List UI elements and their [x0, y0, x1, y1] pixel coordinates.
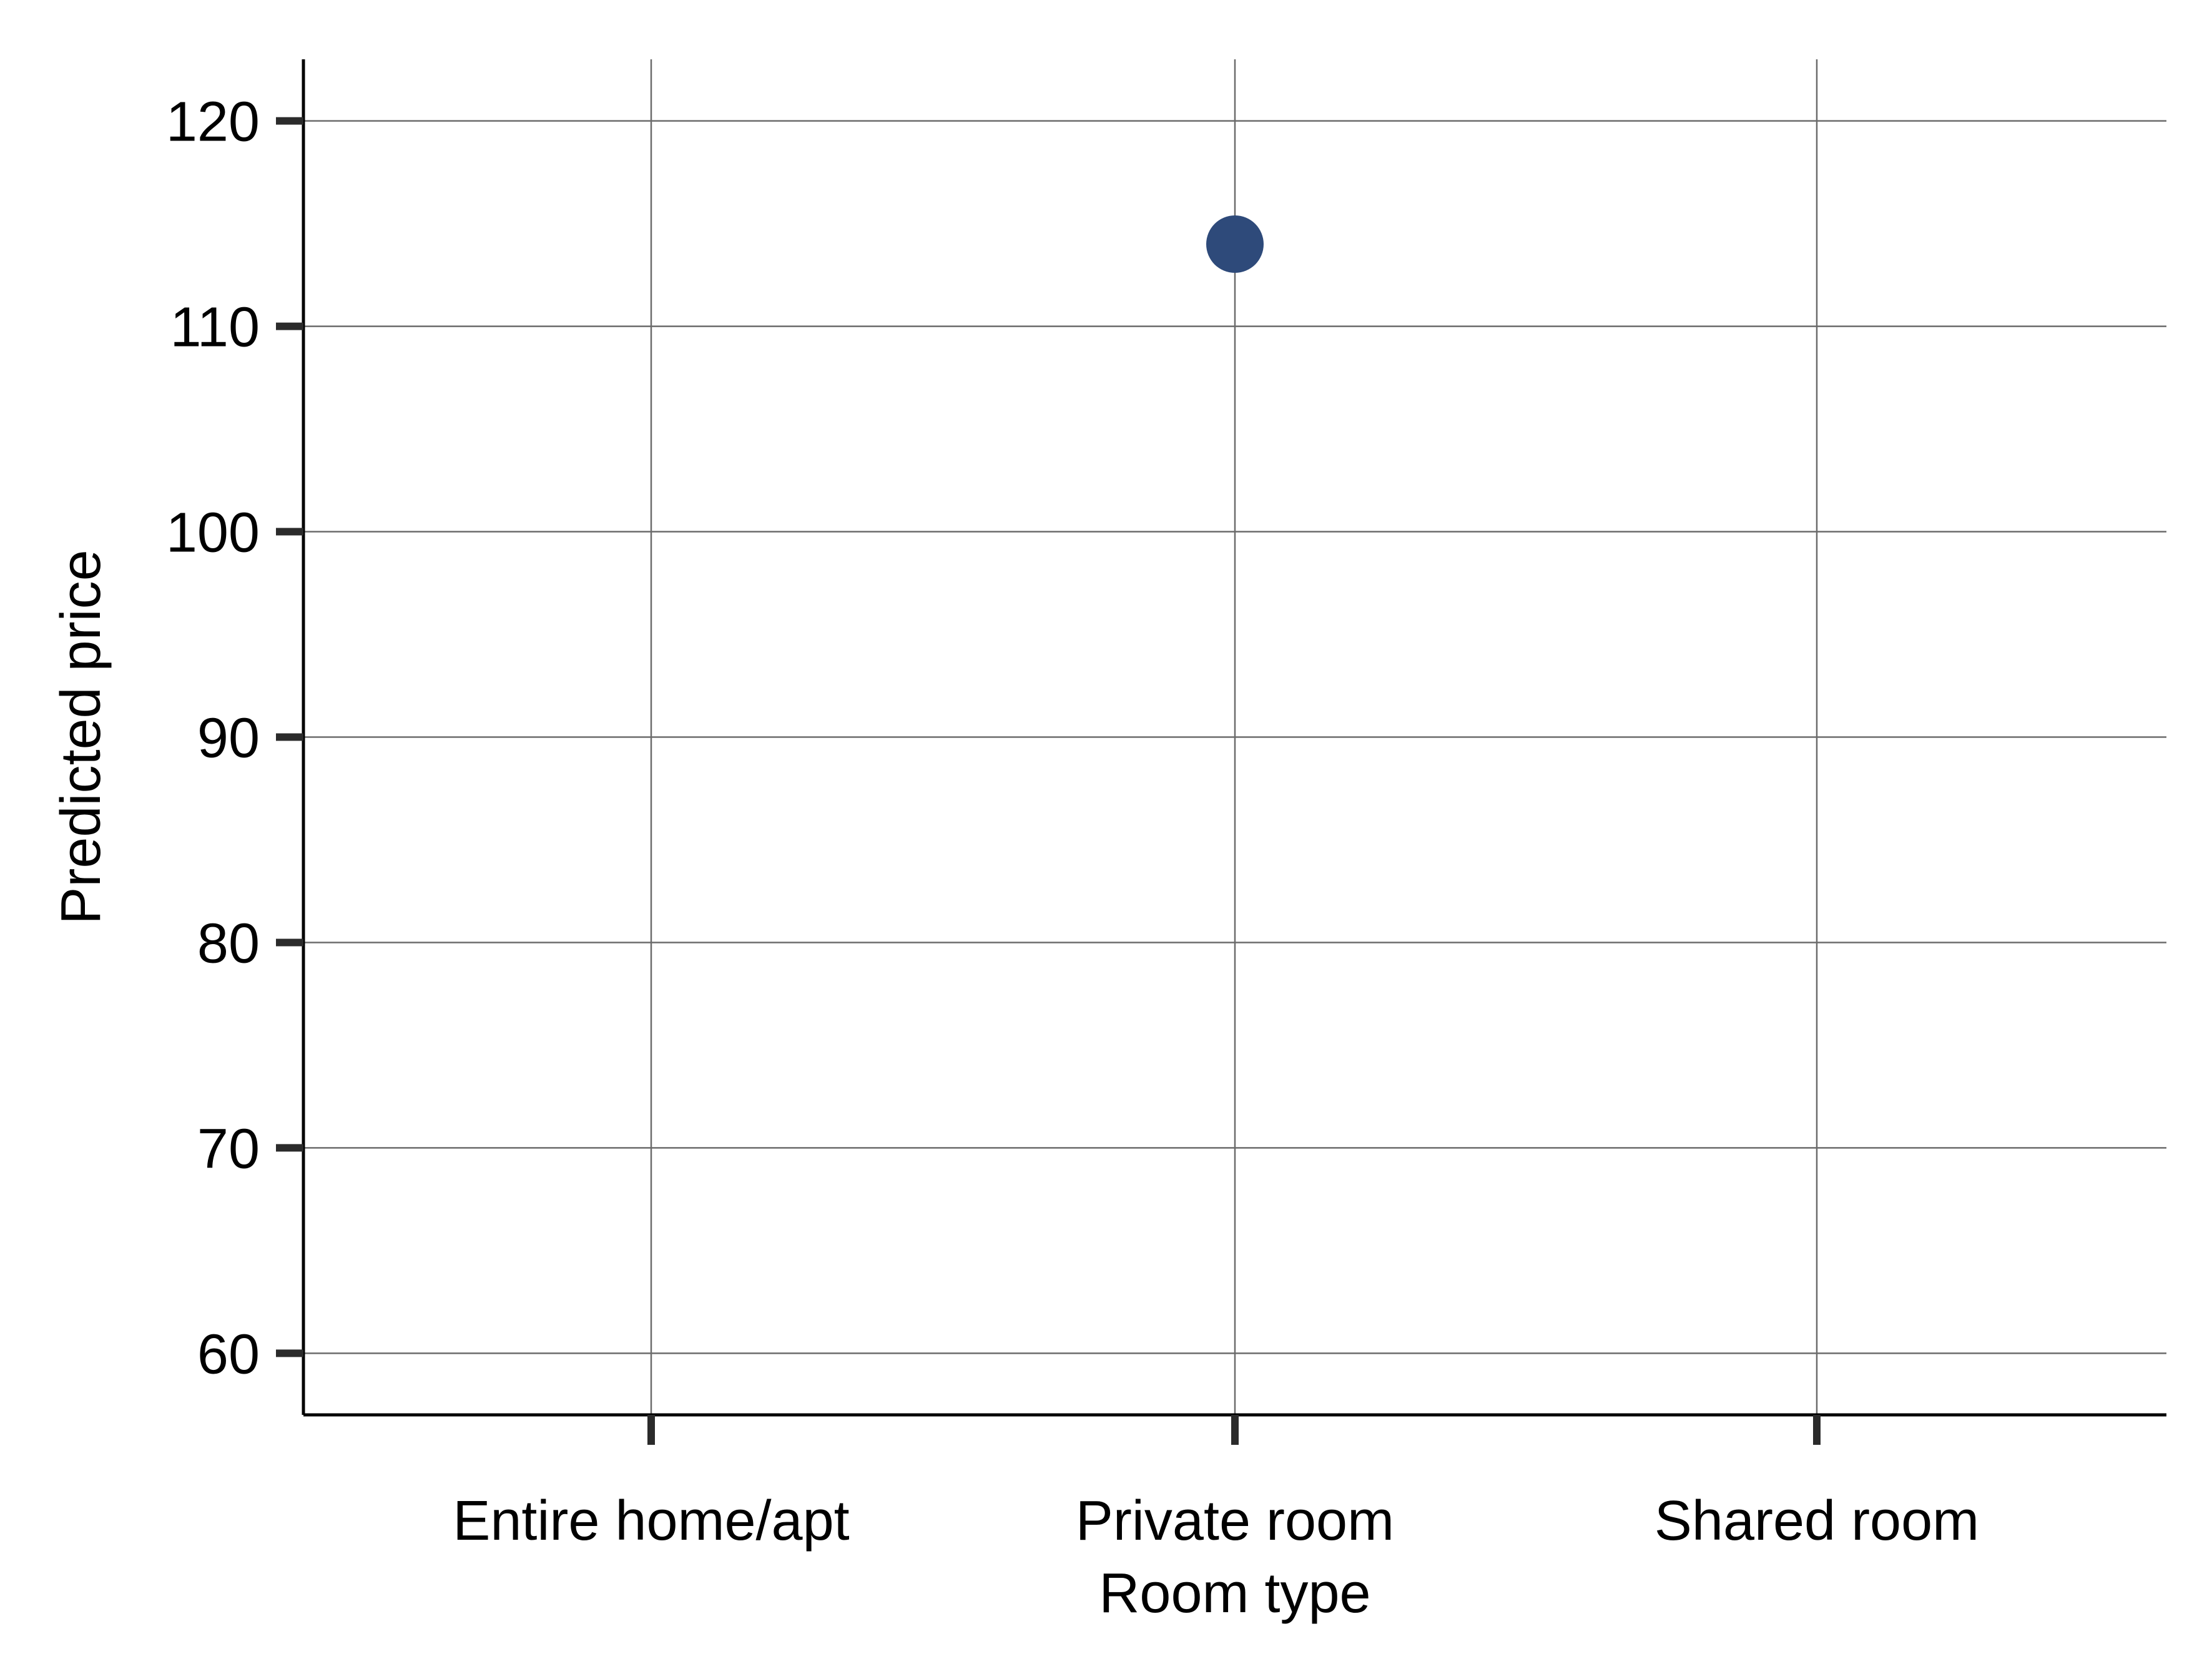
y-tick-label: 80 — [197, 912, 260, 975]
x-tick-label: Entire home/apt — [453, 1490, 849, 1552]
y-tick-label: 110 — [170, 297, 260, 359]
x-axis-title: Room type — [1099, 1562, 1370, 1625]
y-tick-label: 120 — [166, 91, 260, 154]
y-axis-title: Predicted price — [50, 549, 112, 924]
ticks: 60 70 80 90 100 110 120 Entire home/apt Private … — [166, 91, 1979, 1552]
x-tick-label: Private room — [1076, 1490, 1394, 1552]
y-tick-label: 70 — [197, 1118, 260, 1180]
y-tick-label: 90 — [197, 707, 260, 770]
y-tick-label: 100 — [166, 502, 260, 564]
x-tick-label: Shared room — [1654, 1490, 1979, 1552]
gridlines — [303, 59, 2166, 1415]
y-tick-label: 60 — [197, 1323, 260, 1386]
data-point — [1206, 215, 1264, 273]
points — [1206, 215, 1264, 273]
